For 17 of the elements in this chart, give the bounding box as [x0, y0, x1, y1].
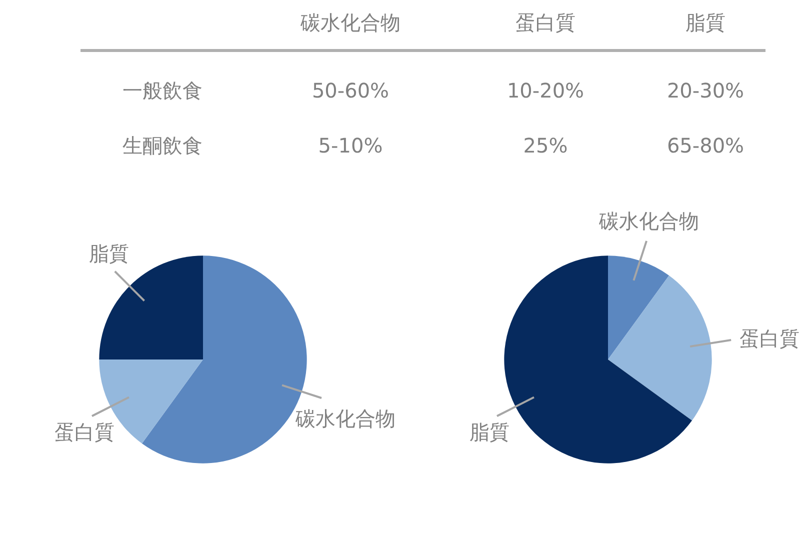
text: 10-20% [506, 78, 584, 102]
category-label: 一般飲食 [122, 78, 202, 102]
text: 5-10% [318, 134, 383, 158]
category-label: 生酮飲食 [122, 134, 202, 158]
text: 65-80% [666, 134, 744, 158]
category-label: 蛋白質 [516, 10, 576, 34]
slice-label: 碳水化合物 [598, 209, 700, 234]
slice-label: 蛋白質 [54, 420, 115, 444]
text: 50-60% [312, 78, 390, 102]
slice-label: 蛋白質 [739, 326, 800, 351]
category-label: 脂質 [686, 10, 726, 34]
category-label: 碳水化合物 [300, 10, 400, 34]
slice-label: 脂質 [89, 242, 130, 266]
slice-label: 碳水化合物 [294, 406, 396, 430]
text: 20-30% [666, 78, 744, 102]
slice-label: 脂質 [470, 420, 510, 444]
text: 25% [523, 134, 568, 158]
